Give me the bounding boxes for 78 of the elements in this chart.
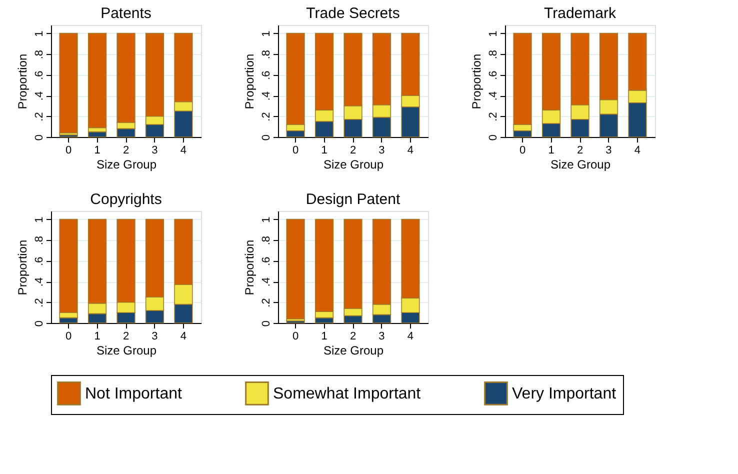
x-tick-label: 0 bbox=[292, 144, 299, 156]
x-tick-label: 3 bbox=[378, 144, 385, 156]
y-tick-label: .2 bbox=[260, 112, 272, 122]
y-tick-label: .8 bbox=[34, 236, 46, 246]
x-tick-label: 1 bbox=[321, 144, 328, 156]
x-tick-label: 4 bbox=[180, 330, 187, 342]
y-axis-title: Proportion bbox=[470, 54, 484, 110]
y-tick-label: 1 bbox=[260, 216, 272, 223]
x-tick-label: 1 bbox=[94, 330, 100, 342]
y-tick-label: .4 bbox=[34, 91, 46, 101]
x-tick-label: 4 bbox=[180, 144, 187, 156]
y-tick-label: .8 bbox=[260, 50, 272, 60]
y-tick-label: 0 bbox=[260, 134, 272, 141]
y-tick-label: .8 bbox=[34, 50, 46, 60]
x-tick-label: 2 bbox=[122, 330, 130, 342]
y-tick-label: .4 bbox=[260, 91, 272, 101]
y-axis-title: Proportion bbox=[16, 240, 30, 296]
bar bbox=[286, 218, 305, 320]
x-tick-label: 2 bbox=[350, 330, 356, 342]
x-tick-label: 1 bbox=[94, 144, 100, 156]
chart-title: Design Patent bbox=[306, 191, 401, 208]
y-tick-label: .2 bbox=[34, 298, 46, 308]
y-tick-label: 0 bbox=[488, 134, 500, 141]
bar bbox=[88, 131, 107, 138]
y-tick-label: 0 bbox=[34, 320, 46, 327]
x-tick-label: 2 bbox=[350, 144, 356, 156]
legend-label: Somewhat Important bbox=[273, 385, 422, 402]
x-tick-label: 0 bbox=[65, 144, 72, 156]
y-tick-label: 1 bbox=[34, 30, 46, 37]
chart-title: Trademark bbox=[544, 5, 616, 22]
chart-title: Copyrights bbox=[90, 191, 162, 208]
x-tick-label: 2 bbox=[576, 144, 584, 156]
y-tick-label: .6 bbox=[34, 256, 46, 266]
x-tick-label: 4 bbox=[407, 330, 414, 342]
y-tick-label: .8 bbox=[488, 50, 500, 60]
x-tick-label: 4 bbox=[407, 144, 414, 156]
y-tick-label: .8 bbox=[260, 236, 272, 246]
x-tick-label: 3 bbox=[152, 330, 158, 342]
y-tick-label: 0 bbox=[34, 134, 46, 141]
y-tick-label: .4 bbox=[34, 277, 46, 287]
bar bbox=[59, 317, 78, 324]
x-axis-title: Size Group bbox=[96, 344, 157, 358]
y-tick-label: 0 bbox=[260, 320, 272, 327]
y-tick-label: 1 bbox=[34, 216, 46, 223]
x-tick-label: 1 bbox=[321, 330, 328, 342]
y-tick-label: .2 bbox=[488, 112, 500, 122]
x-axis-title: Size Group bbox=[323, 158, 384, 172]
bar bbox=[59, 32, 78, 134]
x-axis-title: Size Group bbox=[323, 344, 384, 358]
x-axis-title: Size Group bbox=[550, 158, 611, 172]
x-tick-label: 0 bbox=[519, 144, 526, 156]
y-axis-title: Proportion bbox=[16, 54, 30, 110]
x-axis-title: Size Group bbox=[96, 158, 157, 172]
x-tick-label: 3 bbox=[606, 144, 612, 156]
legend-label: Very Important bbox=[512, 385, 617, 402]
x-tick-label: 1 bbox=[548, 144, 554, 156]
y-axis-title: Proportion bbox=[242, 240, 256, 296]
y-tick-label: .2 bbox=[260, 298, 272, 308]
bar bbox=[88, 32, 107, 128]
y-tick-label: .6 bbox=[488, 70, 500, 80]
x-tick-label: 2 bbox=[122, 144, 130, 156]
y-axis-title: Proportion bbox=[242, 54, 256, 110]
x-tick-label: 0 bbox=[292, 330, 299, 342]
y-tick-label: .6 bbox=[34, 70, 46, 80]
x-tick-label: 3 bbox=[152, 144, 158, 156]
y-tick-label: .6 bbox=[260, 70, 272, 80]
legend-label: Not Important bbox=[85, 385, 182, 402]
y-tick-label: .2 bbox=[34, 112, 46, 122]
y-tick-label: .4 bbox=[260, 277, 272, 287]
x-tick-label: 4 bbox=[634, 144, 641, 156]
y-tick-label: .4 bbox=[488, 91, 500, 101]
y-tick-label: 1 bbox=[488, 30, 500, 37]
y-tick-label: .6 bbox=[260, 256, 272, 266]
chart-title: Trade Secrets bbox=[306, 5, 400, 22]
chart-title: Patents bbox=[100, 5, 152, 22]
x-tick-label: 3 bbox=[378, 330, 385, 342]
y-tick-label: 1 bbox=[260, 30, 272, 37]
x-tick-label: 0 bbox=[65, 330, 72, 342]
